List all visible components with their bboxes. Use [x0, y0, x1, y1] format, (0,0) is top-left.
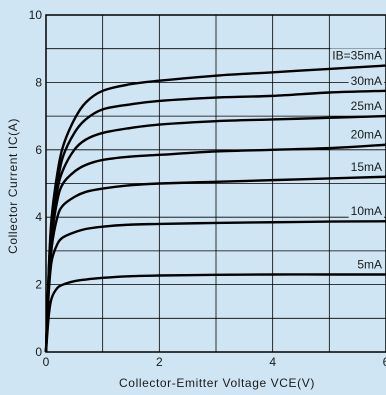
curve-label: 25mA: [351, 99, 382, 113]
curve-label-bg: [348, 99, 384, 114]
y-tick-label: 10: [29, 8, 43, 22]
y-tick-label: 0: [35, 345, 42, 359]
grid: [46, 15, 386, 352]
y-tick-label: 8: [35, 75, 42, 89]
curve-label: 10mA: [351, 204, 382, 218]
curve-5ma: [44, 273, 386, 353]
plot-frame: [45, 14, 386, 353]
x-tick-label: 0: [43, 355, 50, 369]
curve-label-bg: [348, 159, 384, 174]
curve-label: IB=35mA: [332, 49, 382, 63]
curve-label-bg: [348, 73, 384, 88]
y-axis-title: Collector Current IC(A): [6, 118, 20, 254]
curve-label: 5mA: [357, 257, 382, 271]
curve-label: 30mA: [351, 74, 382, 88]
x-tick-labels: 0 2 4 6: [43, 355, 386, 369]
x-tick-label: 6: [383, 355, 386, 369]
x-axis-title: Collector-Emitter Voltage VCE(V): [119, 376, 315, 390]
curve-label-bg: [348, 127, 384, 142]
curve-label: 15mA: [351, 160, 382, 174]
curve-label: 20mA: [351, 128, 382, 142]
curve-10ma: [44, 220, 386, 353]
x-tick-label: 4: [269, 355, 276, 369]
curve-label-bg: [330, 48, 384, 63]
x-tick-label: 2: [156, 355, 163, 369]
y-tick-labels: 0 2 4 6 8 10: [29, 8, 43, 359]
curves: [44, 64, 386, 353]
curve-15ma: [44, 175, 386, 353]
y-tick-label: 4: [35, 210, 42, 224]
curve-label-bg: [348, 204, 384, 219]
curve-labels: IB=35mA 30mA 25mA 20mA 15mA 10mA 5mA: [330, 48, 384, 272]
y-tick-label: 2: [35, 278, 42, 292]
curve-label-bg: [355, 257, 384, 272]
y-tick-label: 6: [35, 143, 42, 157]
curve-20ma: [44, 143, 386, 353]
